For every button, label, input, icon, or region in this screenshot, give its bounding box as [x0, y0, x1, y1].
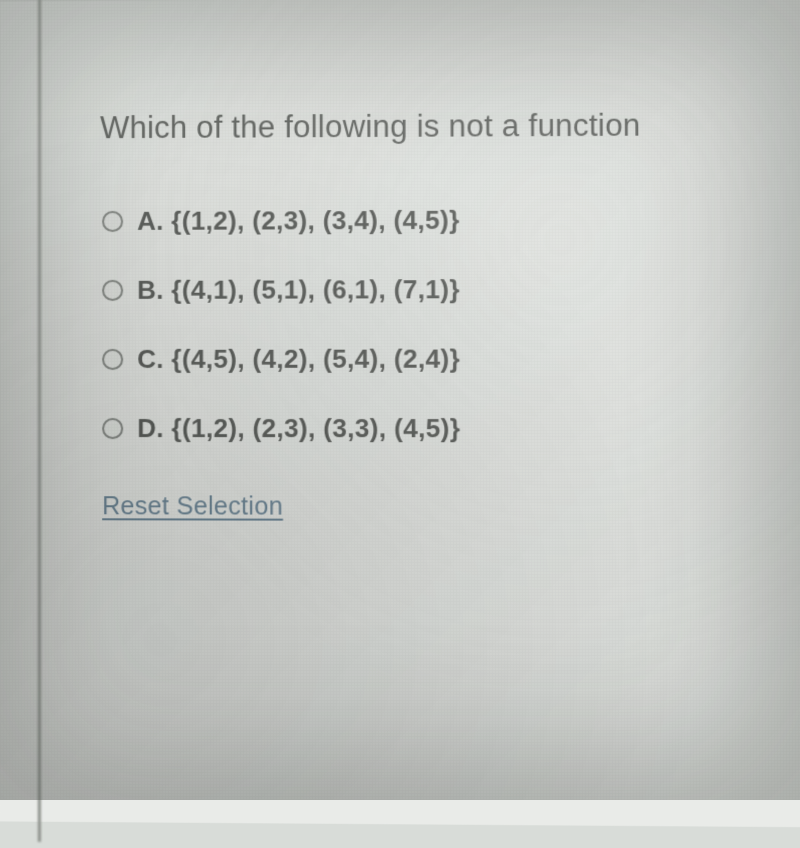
radio-icon[interactable]: [102, 280, 123, 301]
option-c-label: C. {(4,5), (4,2), (5,4), (2,4)}: [137, 344, 460, 375]
panel-left-border: [38, 0, 41, 842]
option-b[interactable]: B. {(4,1), (5,1), (6,1), (7,1)}: [102, 273, 800, 306]
option-a-label: A. {(1,2), (2,3), (3,4), (4,5)}: [137, 205, 460, 237]
option-d[interactable]: D. {(1,2), (2,3), (3,3), (4,5)}: [102, 413, 800, 445]
option-a[interactable]: A. {(1,2), (2,3), (3,4), (4,5)}: [102, 203, 800, 237]
question-block: Which of the following is not a function…: [100, 106, 800, 522]
reset-selection-link[interactable]: Reset Selection: [100, 492, 800, 523]
options-list: A. {(1,2), (2,3), (3,4), (4,5)} B. {(4,1…: [100, 203, 800, 444]
option-c[interactable]: C. {(4,5), (4,2), (5,4), (2,4)}: [102, 343, 800, 375]
radio-icon[interactable]: [102, 349, 123, 370]
radio-icon[interactable]: [102, 211, 123, 232]
option-d-label: D. {(1,2), (2,3), (3,3), (4,5)}: [137, 413, 460, 444]
option-b-label: B. {(4,1), (5,1), (6,1), (7,1)}: [137, 274, 460, 306]
quiz-screen: Which of the following is not a function…: [0, 0, 800, 828]
question-text: Which of the following is not a function: [100, 106, 800, 146]
radio-icon[interactable]: [102, 418, 123, 439]
